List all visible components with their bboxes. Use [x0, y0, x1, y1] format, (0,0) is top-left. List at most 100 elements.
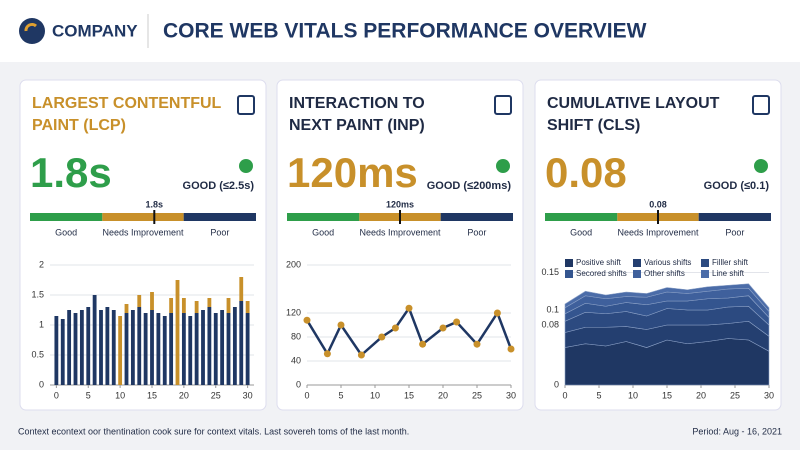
status: GOOD (≤0.1) [704, 180, 770, 192]
bar [181, 313, 186, 385]
bar [194, 301, 199, 313]
bar [124, 304, 129, 313]
bar [156, 313, 161, 385]
bar [111, 310, 116, 385]
legend-swatch [701, 259, 709, 267]
gauge-label: Poor [210, 227, 229, 237]
bar [54, 316, 59, 385]
y-tick-label: 1.5 [31, 289, 44, 299]
footer-period: Period: Aug - 16, 2021 [692, 426, 782, 436]
bar [118, 316, 123, 385]
point [405, 304, 413, 312]
bar [207, 307, 212, 385]
company-name: COMPANY [52, 21, 138, 40]
logo [19, 18, 45, 44]
status: GOOD (≤2.5s) [183, 180, 255, 192]
legend-label: Secored shifts [576, 269, 627, 278]
point [303, 316, 311, 324]
card-icon [494, 95, 512, 115]
bar [162, 316, 167, 385]
point [337, 321, 345, 329]
card-title: LARGEST CONTENTFUL [32, 95, 222, 112]
point [507, 345, 515, 353]
card-title: CUMULATIVE LAYOUT [547, 95, 720, 112]
gauge-label: Good [570, 227, 592, 237]
gauge-label: Needs Improvement [359, 227, 441, 237]
x-tick-label: 0 [54, 390, 59, 400]
x-tick-label: 20 [179, 390, 189, 400]
x-tick-label: 30 [506, 390, 516, 400]
bar [207, 298, 212, 307]
y-tick-label: 1 [39, 319, 44, 329]
point [419, 340, 427, 348]
bar [245, 313, 250, 385]
area [564, 338, 770, 386]
point [357, 351, 365, 359]
bar [175, 280, 180, 385]
bar [124, 313, 129, 385]
point [439, 324, 447, 332]
gauge-label: Poor [725, 227, 744, 237]
point [378, 333, 386, 341]
bar [201, 310, 205, 385]
legend-label: Line shift [712, 269, 745, 278]
bar [67, 310, 72, 385]
status-icon [496, 159, 510, 173]
x-tick-label: 10 [370, 390, 380, 400]
x-tick-label: 25 [472, 390, 482, 400]
kpi-value: 1.8s [30, 149, 112, 196]
logo-mark [24, 23, 38, 32]
status-icon [239, 159, 253, 173]
kpi-value: 120ms [287, 149, 418, 196]
x-tick-label: 25 [730, 390, 740, 400]
bar [213, 313, 218, 385]
card-title: INTERACTION TO [289, 95, 425, 112]
bar [150, 310, 154, 385]
gauge-value: 120ms [386, 199, 414, 209]
gauge-segment [440, 213, 513, 221]
y-tick-label: 40 [291, 355, 301, 365]
bar [220, 310, 225, 385]
x-tick-label: 5 [596, 390, 601, 400]
card-icon [237, 95, 255, 115]
bar [137, 295, 142, 307]
y-tick-label: 200 [286, 259, 301, 269]
x-tick-label: 15 [662, 390, 672, 400]
bar [137, 307, 142, 385]
legend-swatch [701, 270, 709, 278]
y-tick-label: 0 [296, 379, 301, 389]
legend-swatch [565, 259, 573, 267]
x-tick-label: 15 [404, 390, 414, 400]
bar [181, 298, 186, 313]
gauge-label: Good [55, 227, 77, 237]
gauge-label: Needs Improvement [617, 227, 699, 237]
y-tick-label: 0 [554, 379, 559, 389]
kpi-value: 0.08 [545, 149, 627, 196]
gauge-label: Needs Improvement [102, 227, 184, 237]
point [473, 340, 481, 348]
x-tick-label: 10 [628, 390, 638, 400]
bar [239, 277, 244, 301]
bar [92, 295, 97, 385]
bar [99, 310, 103, 385]
footer-note: Context econtext oor thentination cook s… [18, 426, 409, 436]
y-tick-label: 0.15 [541, 267, 559, 277]
gauge-value: 0.08 [649, 199, 667, 209]
y-tick-label: 120 [286, 307, 301, 317]
x-tick-label: 30 [764, 390, 774, 400]
bar [73, 313, 78, 385]
point [453, 318, 461, 326]
gauge-segment [30, 213, 103, 221]
bar [169, 298, 174, 313]
x-tick-label: 20 [696, 390, 706, 400]
bar [194, 313, 199, 385]
status-icon [754, 159, 768, 173]
gauge-label: Poor [467, 227, 486, 237]
legend-swatch [565, 270, 573, 278]
gauge-segment [287, 213, 360, 221]
bar [143, 313, 148, 385]
bar [239, 301, 244, 385]
y-tick-label: 0.5 [31, 349, 44, 359]
legend-swatch [633, 270, 641, 278]
x-tick-label: 30 [243, 390, 253, 400]
